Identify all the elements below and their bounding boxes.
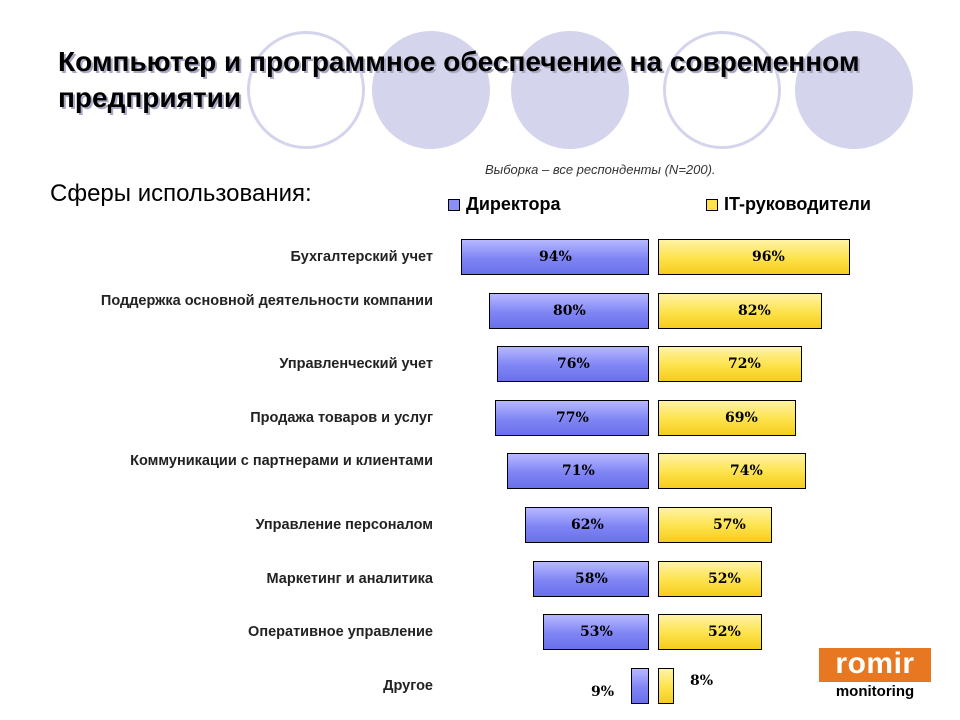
romir-logo: romir monitoring	[819, 648, 931, 702]
logo-bottom-text: monitoring	[835, 683, 915, 700]
value-label-directors: 53%	[580, 624, 613, 641]
bar-directors	[525, 507, 649, 543]
legend-label-it-managers: IT-руководители	[724, 194, 871, 214]
legend-swatch-directors	[448, 198, 460, 211]
bar-it-managers	[658, 560, 762, 597]
value-label-directors: 9%	[591, 683, 615, 700]
decorative-circle	[795, 31, 913, 149]
bar-it-managers	[658, 239, 850, 275]
bar-it-managers	[658, 399, 796, 436]
decorative-circle	[372, 31, 490, 149]
category-label: Другое	[383, 677, 433, 694]
value-label-directors: 76%	[557, 356, 590, 373]
bar-directors	[495, 399, 649, 436]
category-label: Поддержка основной деятельности компании	[100, 292, 433, 309]
value-label-it-managers: 52%	[708, 624, 741, 641]
value-label-it-managers: 72%	[728, 356, 761, 373]
decorative-circle	[511, 31, 629, 149]
value-label-it-managers: 82%	[738, 302, 771, 319]
sample-note: Выборка – все респонденты (N=200).	[485, 162, 716, 177]
decorative-circle	[247, 31, 365, 149]
value-label-it-managers: 57%	[713, 517, 746, 533]
value-label-directors: 62%	[571, 517, 604, 533]
category-label: Продажа товаров и услуг	[250, 409, 433, 426]
value-label-it-managers: 96%	[752, 249, 785, 265]
value-label-directors: 77%	[556, 409, 589, 426]
bar-directors	[497, 346, 649, 383]
slide-title: Компьютер и программное обеспечение на с…	[58, 46, 860, 113]
bar-it-managers	[658, 453, 806, 490]
legend-item-it-managers: IT-руководители	[706, 194, 871, 215]
bar-directors	[489, 292, 649, 329]
value-label-it-managers: 8%	[690, 672, 714, 689]
bar-it-managers	[658, 346, 802, 383]
bar-it-managers	[658, 667, 674, 704]
value-label-directors: 58%	[575, 570, 608, 587]
category-label: Маркетинг и аналитика	[266, 570, 433, 587]
bar-it-managers	[658, 614, 762, 651]
legend-item-directors: Директора	[448, 194, 560, 215]
category-label: Управленческий учет	[279, 356, 433, 373]
value-label-it-managers: 52%	[708, 570, 741, 587]
value-label-directors: 80%	[553, 302, 586, 319]
bar-directors	[631, 667, 649, 704]
value-label-it-managers: 74%	[730, 463, 763, 480]
category-label: Коммуникации с партнерами и клиентами	[130, 453, 433, 470]
bar-it-managers	[658, 292, 822, 329]
decorative-circle	[663, 31, 781, 149]
category-label: Управление персоналом	[255, 517, 433, 533]
bar-directors	[507, 453, 649, 490]
category-label: Оперативное управление	[248, 624, 433, 641]
value-label-directors: 94%	[539, 249, 572, 265]
category-label: Бухгалтерский учет	[290, 249, 433, 265]
bar-directors	[543, 614, 649, 651]
bar-directors	[461, 239, 649, 275]
legend-label-directors: Директора	[466, 194, 561, 214]
value-label-directors: 71%	[562, 463, 595, 480]
logo-top-text: romir	[819, 648, 931, 682]
legend-swatch-it-managers	[706, 198, 718, 211]
slide-subtitle: Сферы использования:	[50, 180, 312, 207]
bar-it-managers	[658, 507, 772, 543]
value-label-it-managers: 69%	[725, 409, 758, 426]
bar-directors	[533, 560, 649, 597]
